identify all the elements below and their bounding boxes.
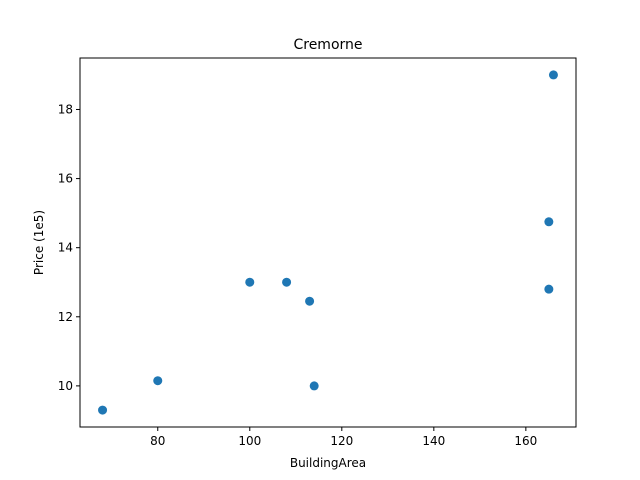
y-tick-label: 16 xyxy=(58,172,73,186)
scatter-point xyxy=(548,70,558,80)
y-tick-label: 14 xyxy=(58,241,73,255)
scatter-point xyxy=(544,284,554,294)
scatter-point xyxy=(544,217,554,227)
y-axis: 10 12 14 16 18 xyxy=(58,102,80,393)
scatter-point xyxy=(153,376,163,386)
y-tick-label: 18 xyxy=(58,102,73,116)
plot-frame xyxy=(79,57,577,428)
x-tick-label: 100 xyxy=(238,434,261,448)
chart-title: Cremorne xyxy=(293,37,362,53)
scatter-point xyxy=(98,405,108,415)
scatter-point xyxy=(282,277,292,287)
scatter-point xyxy=(309,381,319,391)
scatter-point xyxy=(245,277,255,287)
x-tick-label: 80 xyxy=(150,434,165,448)
y-tick-label: 12 xyxy=(58,310,73,324)
x-tick-label: 120 xyxy=(330,434,353,448)
x-axis-label: BuildingArea xyxy=(290,456,366,470)
x-tick-label: 160 xyxy=(514,434,537,448)
y-axis-label: Price (1e5) xyxy=(32,210,46,275)
y-tick-label: 10 xyxy=(58,379,73,393)
data-points xyxy=(98,70,558,415)
scatter-point xyxy=(305,296,315,306)
x-axis: 80 100 120 140 160 xyxy=(150,427,537,448)
x-tick-label: 140 xyxy=(422,434,445,448)
